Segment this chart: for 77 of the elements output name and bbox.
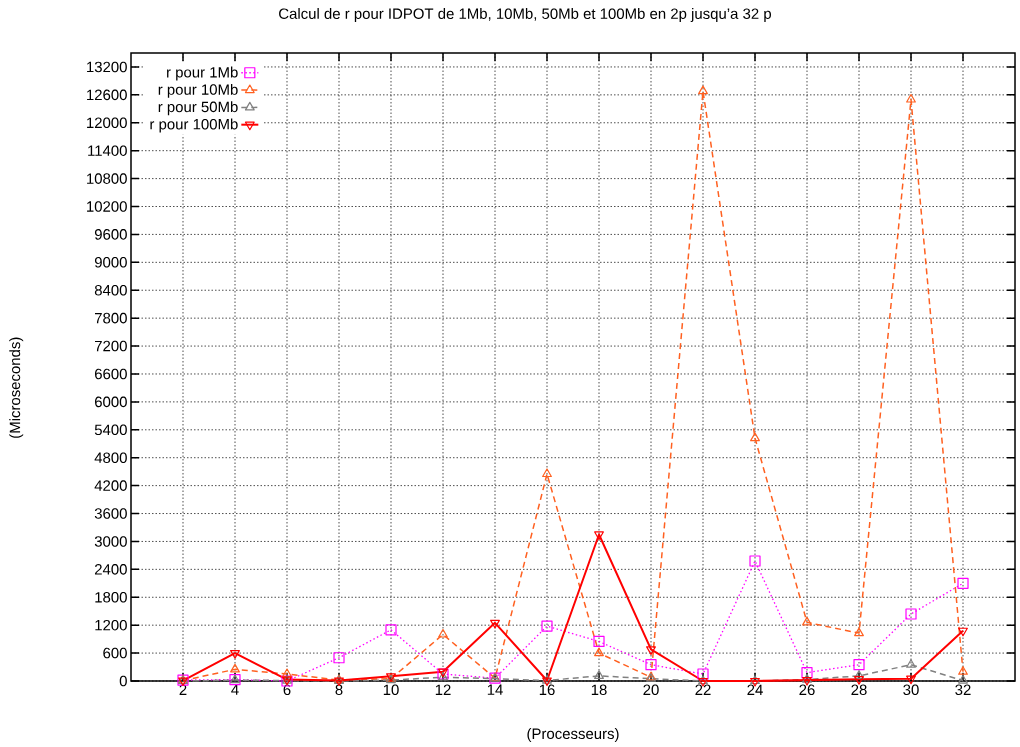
y-tick-label: 0 xyxy=(119,675,127,687)
y-tick-label: 13200 xyxy=(87,61,127,73)
point xyxy=(802,616,812,626)
x-tick-label: 4 xyxy=(231,684,239,695)
y-tick-label: 3000 xyxy=(94,536,127,547)
point xyxy=(906,675,916,685)
x-tick-label: 18 xyxy=(591,684,607,696)
point xyxy=(905,608,917,620)
point xyxy=(750,432,760,442)
y-tick-label: 6600 xyxy=(95,368,127,380)
point xyxy=(333,652,345,664)
point xyxy=(958,627,968,637)
point xyxy=(282,668,292,678)
x-tick-label: 32 xyxy=(955,684,971,696)
point xyxy=(853,659,865,671)
x-tick-label: 28 xyxy=(851,684,867,696)
y-tick-label: 9600 xyxy=(94,229,127,240)
point xyxy=(594,647,604,657)
y-tick-label: 3600 xyxy=(94,508,127,519)
point xyxy=(698,85,708,95)
point xyxy=(749,555,761,567)
y-tick-label: 1800 xyxy=(95,591,127,603)
x-tick-label: 12 xyxy=(435,684,451,695)
x-tick-label: 22 xyxy=(695,684,711,695)
legend-label: r pour 50Mb xyxy=(158,101,238,116)
chart-title: Calcul de r pour IDPOT de 1Mb, 10Mb, 50Mb et 100Mb en 2p jusqu’a 32 p xyxy=(279,8,772,22)
y-tick-label: 4200 xyxy=(94,480,127,491)
y-tick-label: 11400 xyxy=(88,145,127,156)
point xyxy=(542,468,552,478)
x-tick-label: 6 xyxy=(283,684,291,696)
y-tick-label: 5400 xyxy=(94,424,127,436)
point xyxy=(906,659,916,668)
y-tick-label: 8400 xyxy=(94,284,127,296)
x-tick-label: 24 xyxy=(747,684,763,695)
y-tick-label: 7800 xyxy=(95,312,127,324)
point xyxy=(541,620,553,632)
point xyxy=(957,577,969,589)
point xyxy=(958,674,968,684)
point xyxy=(594,670,604,679)
point xyxy=(697,668,709,680)
point xyxy=(854,670,864,679)
y-tick-label: 10800 xyxy=(87,173,127,184)
legend-label: r pour 10Mb xyxy=(158,83,238,98)
x-tick-label: 8 xyxy=(335,684,343,696)
x-tick-label: 16 xyxy=(539,684,555,696)
point xyxy=(645,659,657,671)
x-tick-label: 2 xyxy=(179,684,187,695)
point xyxy=(854,627,864,637)
y-tick-label: 9000 xyxy=(94,257,127,268)
x-axis-title: (Processeurs) xyxy=(527,728,619,742)
point xyxy=(646,646,656,655)
x-tick-label: 26 xyxy=(799,684,815,696)
x-tick-label: 14 xyxy=(487,684,503,695)
point xyxy=(801,667,813,679)
x-tick-label: 20 xyxy=(643,684,659,696)
point xyxy=(906,93,916,103)
y-tick-label: 12000 xyxy=(87,117,127,129)
y-tick-label: 6000 xyxy=(95,396,127,408)
point xyxy=(593,635,605,648)
point xyxy=(958,666,968,675)
y-tick-label: 2400 xyxy=(94,564,127,575)
point xyxy=(230,649,240,659)
x-tick-label: 10 xyxy=(383,684,399,696)
y-tick-label: 600 xyxy=(103,647,127,659)
point xyxy=(490,619,500,629)
point xyxy=(438,628,448,638)
legend-label: r pour 100Mb xyxy=(150,118,238,133)
y-tick-label: 4800 xyxy=(94,452,127,463)
x-tick-label: 30 xyxy=(903,684,919,696)
point xyxy=(230,663,240,673)
point xyxy=(385,624,397,636)
y-tick-label: 7200 xyxy=(95,340,127,352)
legend-label: r pour 1Mb xyxy=(167,66,238,81)
y-tick-label: 1200 xyxy=(95,619,127,631)
y-axis-title: (Microseconds) xyxy=(9,337,24,438)
y-tick-label: 12600 xyxy=(87,89,127,101)
y-tick-label: 10200 xyxy=(87,201,127,212)
